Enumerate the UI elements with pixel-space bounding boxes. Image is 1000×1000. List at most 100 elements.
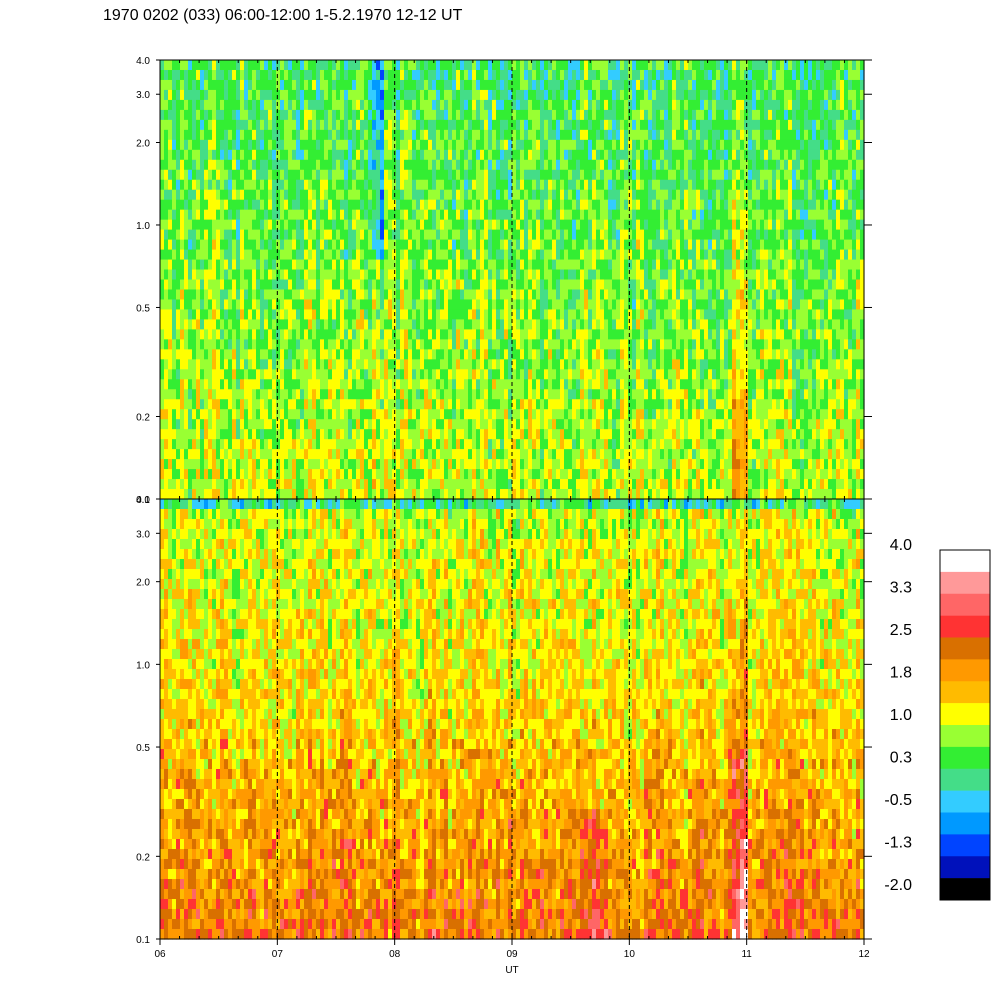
heatmap-cell (448, 439, 453, 450)
heatmap-cell (584, 60, 589, 71)
heatmap-cell (600, 369, 605, 380)
heatmap-cell (304, 109, 309, 121)
heatmap-cell (280, 439, 285, 450)
heatmap-cell (288, 349, 293, 360)
heatmap-cell (352, 489, 357, 500)
heatmap-cell (160, 199, 165, 211)
heatmap-cell (200, 229, 205, 241)
heatmap-cell (296, 289, 301, 301)
heatmap-cell (176, 209, 181, 221)
heatmap-cell (288, 419, 293, 430)
heatmap-cell (272, 179, 277, 191)
heatmap-cell (564, 259, 569, 271)
heatmap-cell (196, 319, 201, 330)
heatmap-cell (188, 369, 193, 380)
heatmap-cell (412, 429, 417, 440)
heatmap-cell (276, 239, 281, 251)
heatmap-cell (268, 429, 273, 440)
heatmap-cell (336, 349, 341, 360)
heatmap-cell (584, 309, 589, 321)
heatmap-cell (416, 299, 421, 311)
heatmap-cell (232, 119, 237, 131)
heatmap-cell (296, 479, 301, 490)
heatmap-cell (364, 299, 369, 311)
heatmap-cell (400, 409, 405, 420)
heatmap-cell (304, 479, 309, 490)
heatmap-cell (444, 99, 449, 111)
heatmap-cell (552, 439, 557, 450)
heatmap-cell (444, 89, 449, 101)
heatmap-cell (240, 349, 245, 360)
heatmap-cell (180, 419, 185, 430)
heatmap-cell (356, 89, 361, 101)
heatmap-cell (368, 269, 373, 281)
heatmap-cell (272, 429, 277, 440)
heatmap-cell (292, 189, 297, 201)
heatmap-cell (608, 79, 613, 91)
heatmap-cell (484, 139, 489, 151)
heatmap-cell (332, 239, 337, 251)
heatmap-cell (300, 189, 305, 201)
heatmap-cell (320, 189, 325, 201)
heatmap-cell (564, 409, 569, 420)
heatmap-cell (468, 60, 473, 71)
heatmap-cell (464, 169, 469, 181)
heatmap-cell (384, 119, 389, 131)
heatmap-cell (232, 259, 237, 271)
heatmap-cell (376, 169, 381, 181)
heatmap-cell (548, 349, 553, 360)
heatmap-cell (164, 389, 169, 400)
heatmap-cell (164, 259, 169, 271)
heatmap-cell (428, 389, 433, 400)
heatmap-cell (420, 119, 425, 131)
heatmap-cell (468, 219, 473, 231)
heatmap-cell (292, 169, 297, 181)
heatmap-cell (568, 199, 573, 211)
heatmap-cell (356, 209, 361, 221)
heatmap-cell (432, 159, 437, 171)
heatmap-cell (416, 269, 421, 281)
heatmap-cell (252, 339, 257, 350)
heatmap-cell (384, 289, 389, 301)
heatmap-cell (236, 469, 241, 480)
heatmap-cell (552, 309, 557, 321)
heatmap-cell (304, 69, 309, 81)
heatmap-cell (172, 339, 177, 350)
heatmap-cell (284, 249, 289, 261)
heatmap-cell (292, 449, 297, 460)
heatmap-cell (240, 89, 245, 101)
heatmap-cell (500, 369, 505, 380)
heatmap-cell (580, 309, 585, 321)
heatmap-cell (264, 309, 269, 321)
heatmap-cell (524, 99, 529, 111)
heatmap-cell (504, 139, 509, 151)
heatmap-cell (452, 469, 457, 480)
heatmap-cell (260, 359, 265, 370)
heatmap-cell (384, 379, 389, 390)
heatmap-cell (508, 369, 513, 380)
heatmap-cell (520, 339, 525, 350)
heatmap-cell (540, 449, 545, 460)
heatmap-cell (352, 389, 357, 400)
heatmap-cell (588, 439, 593, 450)
heatmap-cell (424, 139, 429, 151)
heatmap-cell (268, 479, 273, 490)
heatmap-cell (212, 149, 217, 161)
heatmap-cell (604, 229, 609, 241)
heatmap-cell (284, 459, 289, 470)
heatmap-cell (220, 459, 225, 470)
heatmap-cell (404, 119, 409, 131)
heatmap-cell (368, 399, 373, 410)
heatmap-cell (164, 299, 169, 311)
heatmap-cell (488, 479, 493, 490)
heatmap-cell (360, 219, 365, 231)
heatmap-cell (536, 299, 541, 311)
heatmap-cell (468, 229, 473, 241)
heatmap-cell (268, 99, 273, 111)
heatmap-cell (300, 339, 305, 350)
heatmap-cell (272, 459, 277, 470)
heatmap-cell (296, 209, 301, 221)
heatmap-cell (252, 399, 257, 410)
heatmap-cell (456, 149, 461, 161)
heatmap-cell (448, 129, 453, 141)
